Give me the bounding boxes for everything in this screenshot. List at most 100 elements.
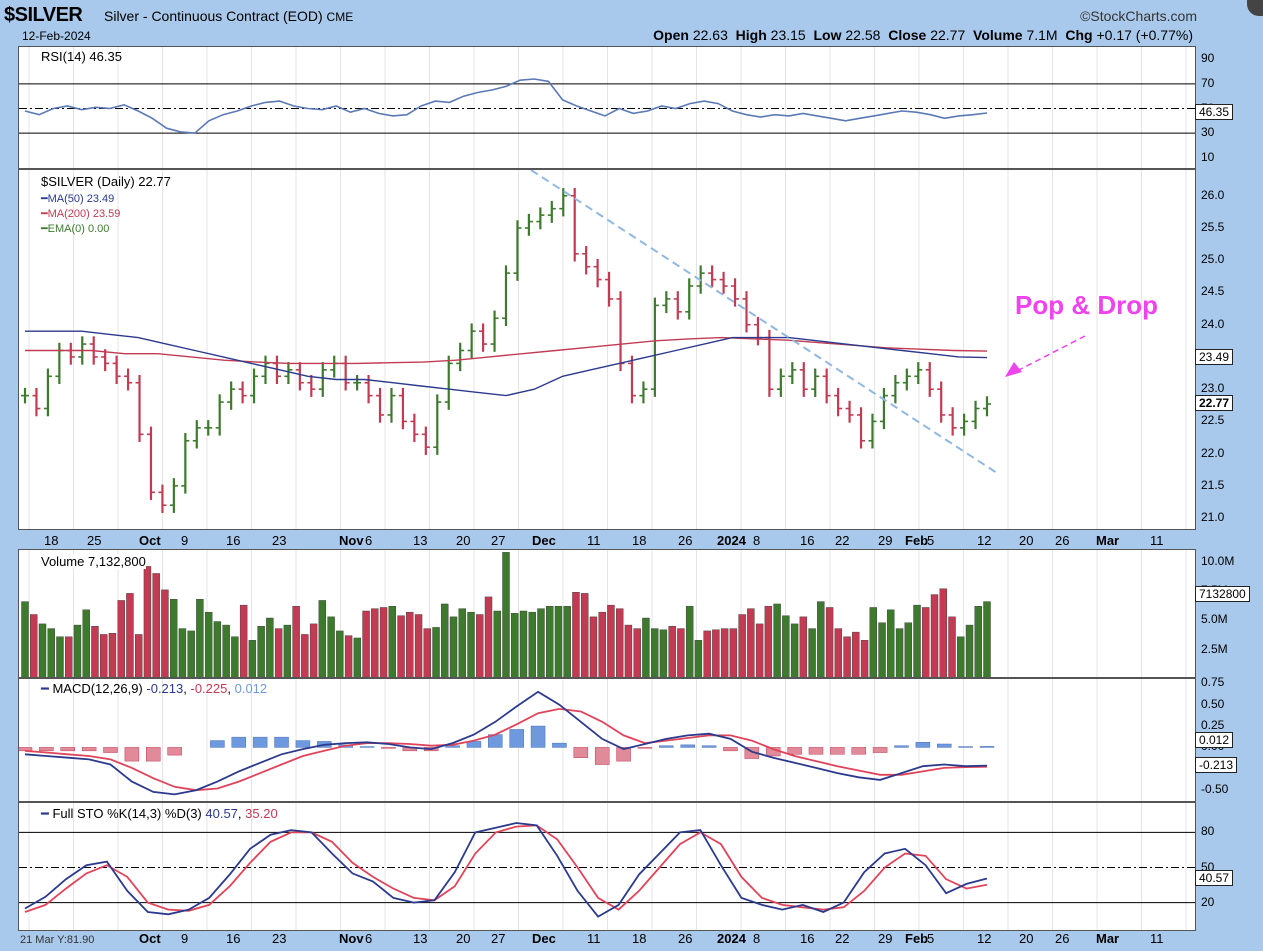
macd-histogram-bar	[381, 747, 396, 749]
volume-bar	[589, 616, 598, 677]
macd-histogram-bar	[659, 745, 674, 748]
volume-bar	[47, 628, 55, 677]
macd-hist-tag: 0.012	[1195, 731, 1234, 748]
volume-bar	[598, 611, 606, 677]
x-tick-label: Mar	[1096, 931, 1120, 946]
x-tick-label: 11	[1150, 931, 1164, 946]
low-value: 22.58	[845, 27, 881, 43]
volume-bar	[519, 610, 528, 677]
macd-histogram-bar	[445, 745, 460, 748]
volume-bar	[406, 611, 414, 677]
x-tick-label: Feb	[905, 931, 929, 946]
macd-histogram-bar	[146, 747, 161, 762]
volume-bar	[414, 614, 423, 677]
y-tick-label: 22.0	[1201, 445, 1225, 460]
volume-bar	[239, 604, 248, 677]
y-tick-label: 5.0M	[1201, 612, 1228, 627]
sto-k-line	[24, 822, 988, 918]
y-tick-label: 24.0	[1201, 316, 1225, 331]
y-tick-label: 21.5	[1201, 477, 1225, 492]
volume-bar	[388, 606, 397, 677]
volume-bar	[895, 628, 904, 677]
volume-bar	[318, 600, 327, 677]
macd-histogram-bar	[872, 747, 888, 753]
volume-bar	[825, 607, 834, 677]
volume-bar	[572, 592, 580, 677]
x-tick-label: Nov	[339, 533, 364, 548]
x-tick-label: 20	[1019, 931, 1034, 946]
macd-histogram-bar	[701, 745, 717, 748]
volume-bar	[327, 616, 335, 677]
macd-histogram-bar	[594, 747, 610, 765]
volume-bar	[196, 599, 204, 677]
volume-bar	[729, 628, 738, 677]
x-tick-label: 16	[226, 931, 241, 946]
volume-bar	[353, 637, 362, 677]
x-tick-label: 29	[878, 931, 893, 946]
low-label: Low	[813, 27, 842, 43]
y-tick-label: 21.0	[1201, 510, 1225, 525]
y-tick-label: 30	[1201, 125, 1215, 140]
ma200-legend: ━MA(200) 23.59	[41, 208, 121, 220]
macd-histogram-bar	[830, 747, 845, 755]
volume-bar	[607, 604, 615, 677]
y-tick-label: 80	[1201, 824, 1215, 839]
x-tick-label: 13	[413, 533, 428, 548]
volume-bar	[336, 630, 344, 677]
macd-histogram-bar	[958, 746, 973, 748]
macd-histogram-bar	[787, 747, 802, 755]
volume-bar	[65, 636, 73, 677]
volume-bar	[581, 593, 589, 677]
x-tick-label: 26	[1055, 931, 1070, 946]
volume-bar	[930, 594, 939, 677]
volume-bar	[449, 616, 458, 677]
window-corner	[1247, 0, 1263, 16]
chg-label: Chg	[1065, 27, 1093, 43]
y-tick-label: 20	[1201, 894, 1215, 909]
high-label: High	[735, 27, 767, 43]
rsi-label: RSI(14) 46.35	[41, 49, 122, 64]
y-tick-label: 23.0	[1201, 381, 1225, 396]
volume-bar	[126, 593, 134, 677]
volume-bar	[764, 606, 773, 677]
x-tick-label: 6	[365, 533, 373, 548]
volume-bar	[747, 608, 755, 677]
volume-bar	[799, 616, 808, 677]
volume-bar	[650, 628, 659, 677]
volume-bar	[624, 624, 633, 677]
volume-bar	[528, 611, 536, 677]
macd-line	[24, 690, 988, 796]
x-tick-label: 26	[1055, 533, 1070, 548]
volume-bar	[257, 626, 265, 677]
x-tick-label: 12	[977, 931, 992, 946]
volume-bar	[21, 601, 29, 677]
volume-label: Volume	[973, 27, 1023, 43]
x-tick-label: 20	[456, 533, 471, 548]
instrument-name: Silver - Continuous Contract (EOD)	[104, 8, 323, 24]
macd-histogram-bar	[530, 725, 546, 748]
chart-symbol: $SILVER	[4, 4, 83, 26]
price-panel: $SILVER (Daily) 22.77 ━MA(50) 23.49 ━MA(…	[18, 169, 1196, 530]
volume-bar	[292, 606, 300, 677]
x-tick-label: Feb	[905, 533, 929, 548]
x-tick-label: Oct	[139, 533, 161, 548]
exchange: CME	[326, 10, 354, 24]
x-tick-label: 16	[800, 931, 815, 946]
x-tick-label: 20	[1019, 533, 1034, 548]
chart-instrument-name: Silver - Continuous Contract (EOD) CME	[104, 8, 353, 24]
volume-value-tag: 7132800	[1195, 586, 1250, 603]
chart-date: 12-Feb-2024	[22, 29, 91, 43]
volume-bar	[615, 608, 624, 677]
x-tick-label: 9	[181, 931, 189, 946]
macd-histogram-bar	[274, 736, 289, 748]
volume-bar	[808, 628, 816, 677]
volume-bar	[274, 628, 283, 677]
volume-bar	[869, 607, 878, 677]
volume-bar	[266, 617, 274, 677]
macd-histogram-bar	[616, 747, 631, 762]
ohlc-summary: Open 22.63 High 23.15 Low 22.58 Close 22…	[653, 27, 1193, 43]
volume-bar	[371, 608, 379, 677]
volume-bar	[790, 623, 799, 677]
brand-logo[interactable]: ©StockCharts.com	[1080, 8, 1197, 24]
volume-bar	[108, 633, 117, 677]
